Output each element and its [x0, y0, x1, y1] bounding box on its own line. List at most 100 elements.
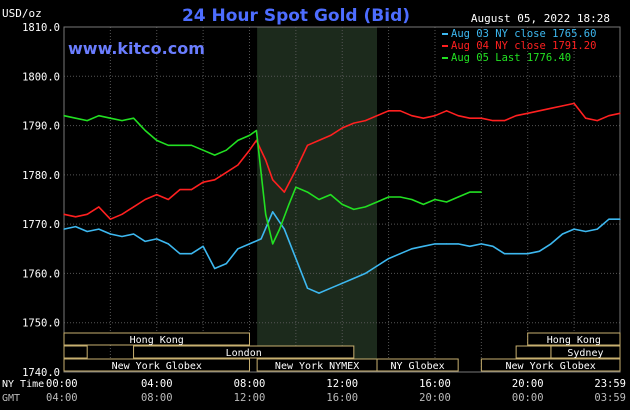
data-point-aug03 — [608, 218, 610, 220]
data-point-aug04 — [515, 115, 517, 117]
data-point-aug04 — [503, 120, 506, 122]
data-point-aug03 — [225, 262, 227, 265]
data-point-aug03 — [422, 245, 424, 247]
data-point-aug05 — [202, 149, 204, 151]
ny-time-label: NY Time — [2, 379, 44, 390]
data-point-aug03 — [318, 292, 320, 294]
data-point-aug05 — [434, 198, 436, 201]
data-point-aug05 — [248, 134, 251, 137]
x-tick-label-ny: 16:00 — [419, 378, 451, 390]
legend-entry-aug03: Aug 03 NY close 1765.60 — [442, 28, 596, 40]
data-point-aug04 — [411, 115, 413, 117]
data-point-aug03 — [295, 258, 297, 260]
data-point-aug03 — [364, 272, 367, 275]
data-point-aug05 — [74, 117, 77, 119]
data-point-aug04 — [283, 191, 285, 193]
session-box: London — [133, 345, 355, 359]
data-point-aug03 — [283, 228, 285, 230]
y-tick-label: 1770.0 — [22, 219, 60, 231]
y-tick-label: 1740.0 — [22, 367, 60, 379]
session-label: New York Globex — [112, 361, 202, 372]
y-tick-label: 1790.0 — [22, 121, 60, 133]
data-point-aug03 — [561, 233, 564, 235]
y-tick-label: 1760.0 — [22, 268, 60, 280]
session-box: Hong Kong — [527, 332, 621, 346]
session-box: NY Globex — [376, 358, 459, 372]
data-point-aug05 — [272, 243, 274, 245]
x-tick-label-ny: 00:00 — [46, 378, 78, 390]
data-point-aug03 — [144, 240, 146, 242]
data-point-aug04 — [214, 179, 216, 181]
x-tick-label-ny: 20:00 — [512, 378, 544, 390]
data-point-aug05 — [179, 144, 181, 146]
data-point-aug03 — [98, 228, 100, 230]
data-point-aug04 — [225, 171, 227, 173]
data-point-aug03 — [550, 243, 552, 245]
data-point-aug03 — [480, 243, 482, 245]
data-point-aug05 — [353, 208, 355, 210]
data-point-aug03 — [469, 245, 471, 247]
x-tick-label-gmt: 04:00 — [46, 392, 78, 404]
data-point-aug05 — [288, 203, 290, 206]
session-box — [63, 345, 88, 359]
data-point-aug03 — [86, 230, 88, 233]
data-point-aug03 — [190, 253, 193, 255]
session-box-frame — [63, 345, 88, 359]
data-point-aug03 — [503, 253, 506, 255]
data-point-aug05 — [98, 115, 100, 117]
x-tick-label-ny: 08:00 — [234, 378, 266, 390]
data-point-aug03 — [445, 243, 448, 245]
session-label: Hong Kong — [130, 335, 184, 346]
data-point-aug05 — [295, 186, 297, 188]
session-label: New York NYMEX — [275, 361, 359, 372]
data-point-aug04 — [156, 193, 158, 196]
data-point-aug04 — [596, 120, 598, 122]
data-point-aug04 — [492, 120, 494, 122]
data-point-aug04 — [237, 164, 239, 166]
data-point-aug03 — [74, 226, 77, 228]
data-point-aug04 — [422, 117, 424, 119]
data-point-aug03 — [260, 238, 262, 240]
data-point-aug03 — [214, 267, 216, 270]
x-tick-label-gmt: 00:00 — [512, 392, 544, 404]
data-point-aug05 — [399, 196, 401, 198]
data-point-aug04 — [364, 120, 367, 122]
data-point-aug05 — [422, 203, 424, 206]
data-point-aug04 — [341, 127, 343, 129]
data-point-aug03 — [399, 253, 401, 255]
session-box-frame — [376, 358, 459, 372]
data-point-aug05 — [121, 120, 123, 122]
x-tick-label-gmt: 08:00 — [141, 392, 173, 404]
data-point-aug03 — [179, 253, 181, 255]
data-point-aug03 — [573, 228, 575, 230]
data-point-aug03 — [248, 243, 251, 245]
data-point-aug05 — [364, 206, 367, 208]
data-point-aug04 — [167, 198, 169, 201]
legend-entry-aug05: Aug 05 Last 1776.40 — [442, 52, 571, 64]
data-point-aug03 — [237, 248, 239, 250]
x-tick-label-gmt: 20:00 — [419, 392, 451, 404]
site-watermark: www.kitco.com — [68, 39, 205, 58]
data-point-aug03 — [330, 287, 332, 289]
data-point-aug04 — [272, 179, 274, 181]
data-point-aug04 — [248, 149, 251, 151]
session-box — [515, 345, 552, 359]
data-point-aug05 — [190, 144, 193, 146]
data-point-aug04 — [74, 216, 77, 218]
data-point-aug05 — [318, 198, 320, 201]
x-tick-label-ny: 04:00 — [141, 378, 173, 390]
data-point-aug03 — [121, 235, 123, 238]
session-label: Hong Kong — [547, 335, 601, 346]
data-point-aug03 — [63, 228, 65, 230]
session-box: Sydney — [550, 345, 621, 359]
data-point-aug04 — [306, 144, 309, 146]
x-tick-label-gmt: 16:00 — [326, 392, 358, 404]
data-point-aug04 — [550, 107, 552, 109]
data-point-aug04 — [190, 189, 193, 191]
legend-label: Aug 04 NY close 1791.20 — [451, 40, 596, 52]
data-point-aug04 — [295, 169, 297, 171]
data-point-aug04 — [527, 112, 529, 114]
data-point-aug04 — [109, 218, 111, 220]
data-point-aug03 — [538, 250, 540, 252]
